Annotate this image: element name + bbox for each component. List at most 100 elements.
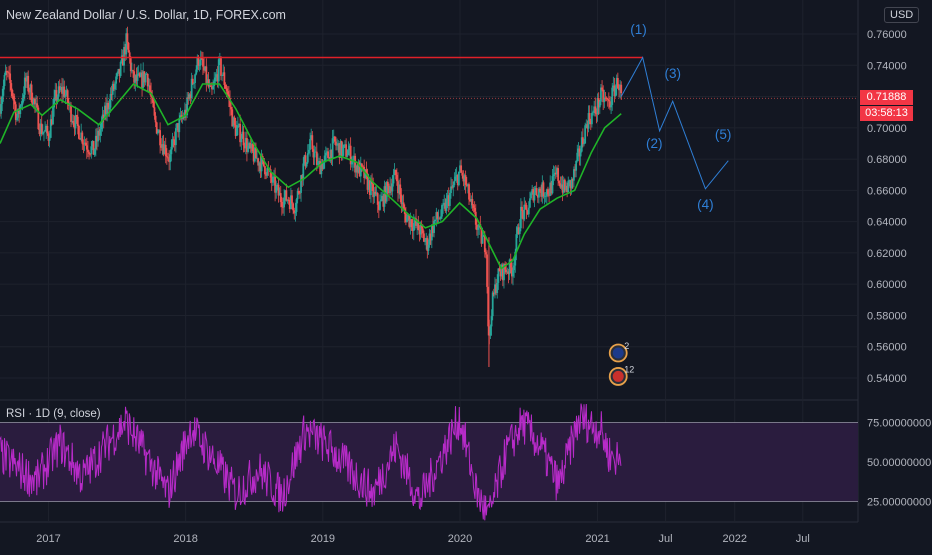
candle-body [158, 130, 160, 133]
candle-body [238, 123, 240, 126]
candle-body [598, 101, 601, 108]
candle-body [94, 135, 97, 150]
candle-body [457, 171, 460, 186]
candle-body [340, 141, 343, 157]
candle-body [361, 163, 363, 167]
candle-body [581, 137, 584, 145]
candle-body [187, 97, 190, 99]
candle-body [234, 125, 237, 136]
candle-body [326, 151, 328, 153]
candle-body [567, 180, 570, 193]
candle-body [560, 184, 563, 188]
candle-body [436, 212, 439, 219]
candle-body [510, 267, 513, 277]
candle-body [200, 57, 203, 59]
candle-body [126, 33, 129, 43]
candle-body [535, 188, 538, 196]
candle-body [399, 184, 402, 195]
candle-body [289, 195, 292, 209]
candle-body [253, 147, 256, 162]
candle-body [119, 61, 122, 76]
candle-body [607, 99, 610, 102]
candle-body [332, 136, 335, 139]
candle-body [466, 184, 469, 186]
candle-body [217, 59, 220, 82]
candle-body [356, 165, 359, 173]
candle-body [138, 73, 141, 77]
candle-body [515, 234, 518, 252]
candle-body [204, 66, 207, 71]
candle-body [92, 140, 95, 155]
candle-body [597, 98, 600, 108]
candle-body [165, 156, 168, 158]
candle-body [571, 179, 574, 181]
candle-body [207, 79, 210, 87]
candle-body [442, 204, 444, 206]
candle-body [614, 87, 617, 97]
candle-body [163, 144, 166, 155]
candle-body [160, 145, 163, 148]
candle-body [0, 103, 3, 114]
candle-body [602, 89, 605, 103]
candle-body [565, 185, 567, 191]
candle-body [455, 175, 458, 177]
candle-body [345, 144, 348, 157]
candle-body [534, 188, 537, 193]
candle-body [117, 68, 120, 73]
wave-label-2: (2) [646, 136, 663, 151]
candle-body [619, 84, 622, 91]
candle-body [578, 148, 581, 157]
candle-body [259, 162, 262, 172]
candle-body [420, 224, 423, 229]
candle-body [156, 132, 159, 134]
candle-body [468, 184, 470, 200]
candle-body [401, 202, 404, 205]
candle-body [225, 88, 228, 92]
candle-body [50, 119, 53, 125]
candle-body [171, 139, 174, 147]
candle-body [566, 185, 569, 193]
candle-body [242, 131, 245, 146]
candle-body [397, 181, 399, 194]
candle-body [568, 180, 571, 182]
candle-body [184, 109, 186, 118]
candle-body [476, 224, 478, 230]
candle-body [482, 234, 485, 237]
candle-body [83, 142, 86, 144]
candle-body [390, 186, 393, 192]
candle-body [494, 284, 496, 295]
candle-body [205, 66, 208, 84]
candle-body [215, 74, 218, 78]
candle-body [266, 168, 269, 176]
candle-body [5, 71, 8, 72]
candle-body [248, 143, 251, 146]
candle-body [545, 189, 548, 196]
candle-body [53, 97, 56, 108]
candle-body [547, 189, 549, 195]
candle-body [486, 254, 488, 287]
candle-body [499, 271, 502, 277]
candle-body [495, 284, 497, 294]
candle-body [216, 74, 219, 82]
candle-body [282, 206, 284, 208]
candle-body [294, 211, 297, 214]
candle-body [136, 74, 139, 81]
candle-body [412, 223, 415, 231]
candle-body [333, 136, 336, 142]
candle-body [509, 259, 512, 268]
candle-body [489, 326, 492, 336]
candle-body [480, 227, 483, 244]
candle-body [589, 120, 592, 125]
currency-button[interactable]: USD [884, 7, 920, 23]
candle-body [172, 139, 175, 141]
candle-body [462, 175, 465, 182]
price-tick-label: 0.58000 [867, 310, 907, 322]
candle-body [2, 85, 5, 96]
elliott-wave-projection[interactable] [620, 56, 729, 190]
candle-body [508, 259, 511, 275]
candle-body [123, 47, 125, 66]
candle-body [133, 71, 136, 83]
candle-body [339, 141, 342, 158]
candle-body [250, 144, 253, 149]
